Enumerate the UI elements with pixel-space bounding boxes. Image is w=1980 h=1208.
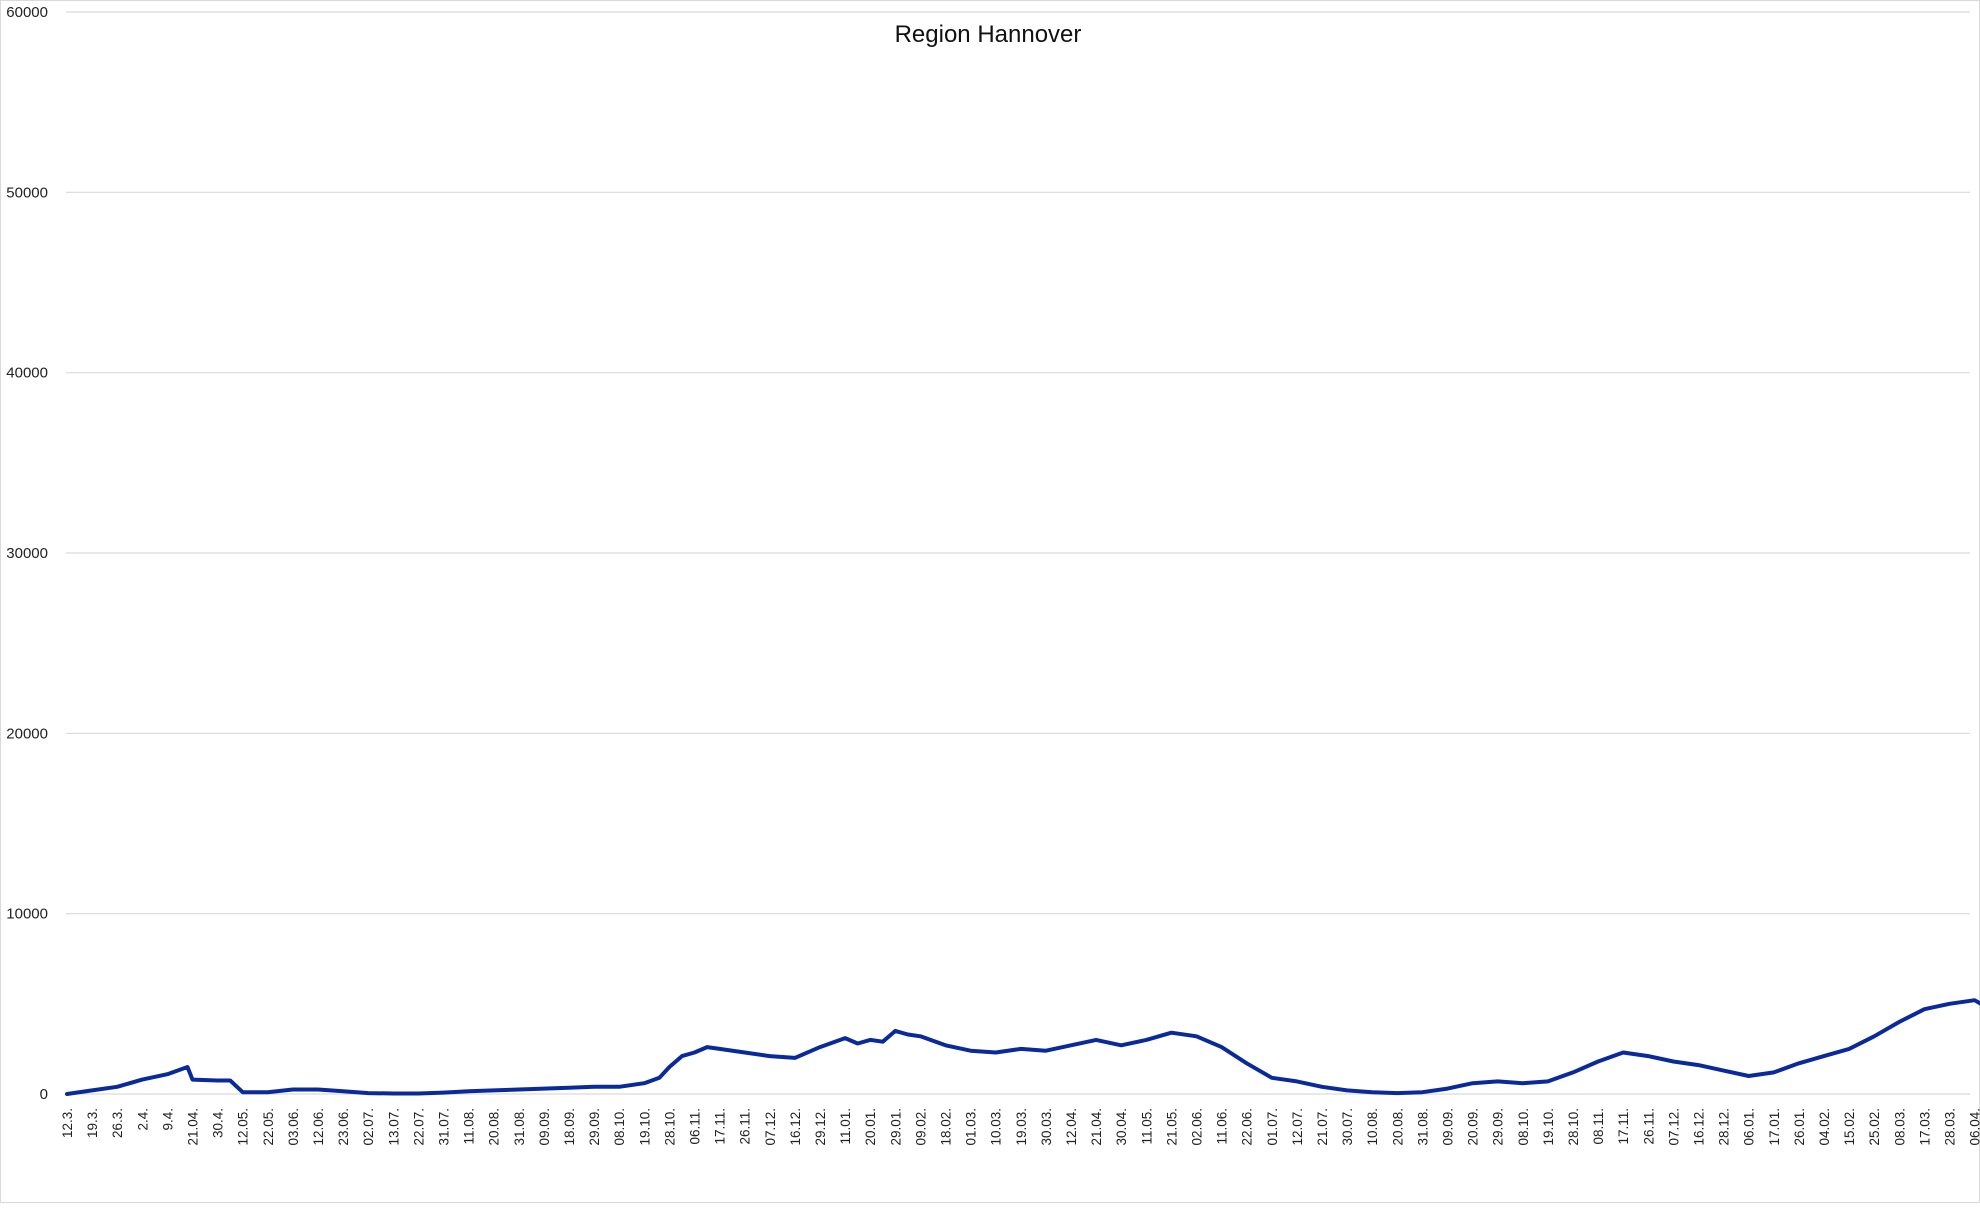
x-tick-label: 31.08.	[512, 1108, 527, 1146]
x-tick-label: 16.12.	[1692, 1108, 1707, 1146]
x-tick-label: 21.07.	[1315, 1108, 1330, 1146]
x-tick-label: 18.02.	[939, 1108, 954, 1146]
x-tick-label: 10.03.	[989, 1108, 1004, 1146]
x-tick-label: 20.01.	[863, 1108, 878, 1146]
x-tick-label: 26.11.	[738, 1108, 753, 1145]
x-tick-label: 09.09.	[1441, 1108, 1456, 1146]
x-tick-label: 20.09.	[1466, 1108, 1481, 1146]
x-tick-label: 31.08.	[1415, 1108, 1430, 1146]
x-tick-label: 13.07.	[386, 1108, 401, 1146]
x-tick-label: 16.12.	[788, 1108, 803, 1146]
x-tick-label: 29.01.	[888, 1108, 903, 1146]
x-tick-label: 07.12.	[1666, 1108, 1681, 1146]
y-tick-label: 50000	[6, 184, 48, 201]
x-tick-label: 28.10.	[662, 1108, 677, 1146]
y-tick-label: 60000	[6, 4, 48, 21]
x-tick-label: 06.01.	[1742, 1108, 1757, 1146]
x-tick-label: 17.01.	[1767, 1108, 1782, 1146]
x-tick-label: 22.05.	[261, 1108, 276, 1146]
x-tick-label: 02.06.	[1190, 1108, 1205, 1146]
x-tick-label: 19.03.	[1014, 1108, 1029, 1146]
x-tick-label: 09.09.	[537, 1108, 552, 1146]
x-tick-label: 29.12.	[813, 1108, 828, 1146]
x-tick-label: 02.07.	[361, 1108, 376, 1146]
x-tick-label: 17.11.	[713, 1108, 728, 1145]
x-tick-label: 08.03.	[1892, 1108, 1907, 1146]
x-tick-label: 11.01.	[838, 1108, 853, 1145]
x-tick-label: 12.3.	[60, 1108, 75, 1138]
x-tick-label: 12.04.	[1064, 1108, 1079, 1146]
x-tick-label: 12.06.	[311, 1108, 326, 1146]
x-axis-tick-labels: 12.3. 19.3. 26.3. 2.4. 9.4. 21.04. 30.4. 12.05.…	[60, 1108, 1980, 1146]
series-layer	[65, 998, 1980, 1096]
x-tick-label: 2.4.	[135, 1108, 150, 1131]
x-tick-label: 07.12.	[763, 1108, 778, 1146]
x-tick-label: 26.01.	[1792, 1108, 1807, 1146]
x-tick-label: 26.11.	[1641, 1108, 1656, 1145]
x-tick-label: 12.07.	[1290, 1108, 1305, 1146]
x-tick-label: 11.05.	[1139, 1108, 1154, 1145]
gridlines	[66, 11, 1970, 1095]
y-tick-label: 20000	[6, 725, 48, 742]
x-tick-label: 30.03.	[1039, 1108, 1054, 1146]
x-tick-label: 15.02.	[1842, 1108, 1857, 1146]
x-tick-label: 19.3.	[85, 1108, 100, 1138]
x-tick-label: 9.4.	[160, 1108, 175, 1131]
x-tick-label: 29.09.	[1491, 1108, 1506, 1146]
x-tick-label: 21.04.	[186, 1108, 201, 1146]
series-line-0	[65, 998, 1980, 1096]
x-tick-label: 26.3.	[110, 1108, 125, 1138]
x-tick-label: 30.04.	[1114, 1108, 1129, 1146]
x-tick-label: 11.06.	[1215, 1108, 1230, 1145]
x-tick-label: 19.10.	[637, 1108, 652, 1146]
y-tick-label: 10000	[6, 906, 48, 923]
x-tick-label: 17.03.	[1917, 1108, 1932, 1146]
x-tick-label: 09.02.	[913, 1108, 928, 1146]
x-tick-label: 01.07.	[1265, 1108, 1280, 1146]
x-tick-label: 08.11.	[1591, 1108, 1606, 1145]
y-tick-label: 40000	[6, 365, 48, 382]
x-tick-label: 30.07.	[1340, 1108, 1355, 1146]
x-tick-label: 23.06.	[336, 1108, 351, 1146]
x-tick-label: 25.02.	[1867, 1108, 1882, 1146]
x-tick-label: 10.08.	[1365, 1108, 1380, 1146]
y-tick-label: 30000	[6, 545, 48, 562]
x-tick-label: 18.09.	[562, 1108, 577, 1146]
y-tick-label: 0	[40, 1086, 48, 1103]
x-tick-label: 28.10.	[1566, 1108, 1581, 1146]
x-tick-label: 21.05.	[1164, 1108, 1179, 1146]
x-tick-label: 08.10.	[1516, 1108, 1531, 1146]
x-tick-label: 19.10.	[1541, 1108, 1556, 1146]
x-tick-label: 06.04.	[1968, 1108, 1980, 1146]
x-tick-label: 04.02.	[1817, 1108, 1832, 1146]
x-tick-label: 01.03.	[964, 1108, 979, 1146]
x-tick-label: 22.07.	[411, 1108, 426, 1146]
x-tick-label: 28.03.	[1943, 1108, 1958, 1146]
x-tick-label: 08.10.	[612, 1108, 627, 1146]
x-tick-label: 30.4.	[211, 1108, 226, 1138]
x-tick-label: 22.06.	[1240, 1108, 1255, 1146]
chart-title: Region Hannover	[895, 21, 1082, 48]
x-tick-label: 28.12.	[1717, 1108, 1732, 1146]
x-tick-label: 29.09.	[587, 1108, 602, 1146]
x-tick-label: 17.11.	[1616, 1108, 1631, 1145]
x-tick-label: 20.08.	[487, 1108, 502, 1146]
x-tick-label: 12.05.	[236, 1108, 251, 1146]
x-tick-label: 31.07.	[437, 1108, 452, 1146]
x-tick-label: 03.06.	[286, 1108, 301, 1146]
x-tick-label: 06.11.	[688, 1108, 703, 1145]
x-tick-label: 20.08.	[1390, 1108, 1405, 1146]
y-axis-tick-labels: 0 10000 20000 30000 40000 50000 60000	[6, 4, 48, 1103]
x-tick-label: 21.04.	[1089, 1108, 1104, 1146]
x-tick-label: 11.08.	[462, 1108, 477, 1145]
